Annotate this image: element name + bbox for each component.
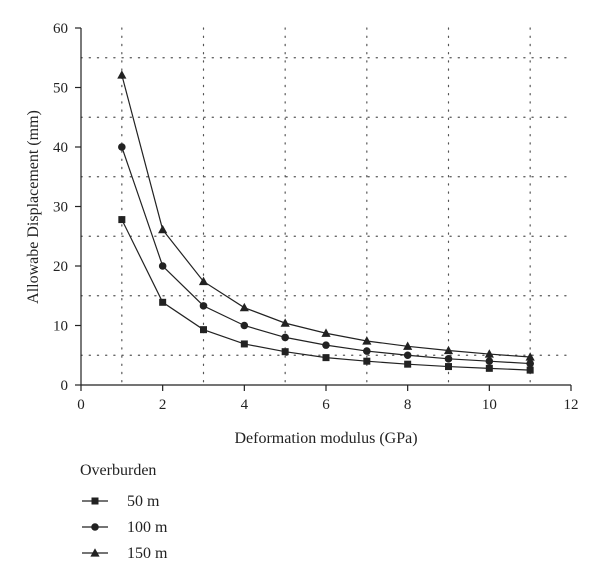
data-point (403, 341, 413, 350)
legend-item: 100 m (82, 519, 168, 536)
data-point (159, 298, 167, 306)
data-point (321, 328, 331, 337)
y-tick-label: 50 (53, 81, 68, 97)
data-point (526, 366, 534, 374)
data-point (280, 318, 290, 327)
data-point (404, 360, 412, 368)
series-100-m (118, 143, 534, 368)
x-tick-label: 8 (404, 397, 412, 413)
data-point (485, 364, 493, 372)
data-point (403, 351, 412, 360)
data-point (322, 341, 330, 349)
data-point (362, 336, 372, 345)
data-point (444, 355, 453, 363)
legend-marker (91, 497, 99, 505)
x-tick-label: 6 (322, 397, 330, 413)
y-tick-label: 30 (53, 200, 68, 216)
x-axis-title: Deformation modulus (GPa) (234, 430, 417, 447)
legend-label: 50 m (127, 493, 160, 510)
data-point (363, 347, 371, 355)
data-point (158, 262, 167, 270)
series-150-m (117, 70, 535, 361)
x-tick-label: 2 (159, 397, 167, 413)
y-axis-title: Allowabe Displacement (mm) (25, 110, 42, 304)
data-point (281, 333, 289, 342)
legend-label: 150 m (127, 545, 168, 562)
data-point (198, 276, 209, 286)
x-tick-label: 12 (564, 397, 579, 413)
data-point (239, 302, 249, 312)
series-group (117, 70, 535, 374)
y-tick-label: 60 (53, 21, 68, 37)
y-tick-label: 20 (53, 259, 68, 275)
data-point (118, 216, 126, 224)
series-line (121, 74, 531, 358)
data-point (322, 354, 330, 362)
axes: 0 2 4 6 8 10 12 0 10 20 30 40 50 60 (53, 21, 579, 413)
y-tick-label: 10 (53, 319, 68, 335)
data-point (443, 345, 454, 355)
y-tick-label: 0 (61, 378, 69, 394)
data-point (281, 348, 289, 356)
x-tick-label: 10 (482, 397, 497, 413)
data-point (118, 143, 126, 151)
grid (80, 27, 572, 386)
data-point (158, 224, 168, 234)
y-tick-label: 40 (53, 140, 68, 156)
data-point (199, 302, 208, 310)
data-point (200, 326, 207, 334)
data-point (484, 349, 494, 358)
x-tick-label: 4 (241, 397, 249, 413)
legend-label: 100 m (127, 519, 168, 536)
data-point (363, 357, 371, 365)
data-point (240, 340, 248, 348)
legend: 50 m 100 m 150 m (82, 493, 168, 562)
legend-marker (91, 523, 99, 531)
data-point (525, 352, 535, 361)
data-point (485, 357, 494, 366)
legend-item: 50 m (82, 493, 160, 510)
legend-title: Overburden (80, 462, 156, 479)
series-50-m (118, 216, 534, 374)
x-tick-label: 0 (77, 397, 85, 413)
data-point (526, 359, 534, 368)
data-point (240, 321, 249, 330)
legend-marker (90, 548, 100, 557)
data-point (445, 363, 452, 371)
legend-item: 150 m (82, 545, 168, 562)
data-point (117, 70, 127, 79)
